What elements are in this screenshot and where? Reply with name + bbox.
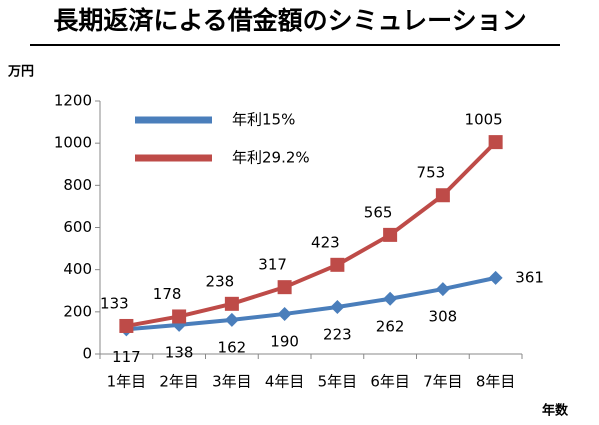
- point: [435, 282, 450, 297]
- x-tick-label: 8年目: [476, 373, 516, 391]
- x-tick-label: 6年目: [370, 373, 410, 391]
- point: [172, 309, 187, 324]
- x-axis-label: 年数: [542, 403, 569, 419]
- point: [488, 270, 503, 285]
- line: [126, 275, 497, 332]
- point: [383, 291, 398, 306]
- point: [383, 227, 398, 242]
- data-label: 138: [165, 343, 194, 361]
- data-label: 238: [206, 272, 235, 290]
- point: [119, 318, 134, 333]
- point: [330, 299, 345, 314]
- point: [435, 188, 450, 203]
- legend-label: 年利29.2%: [232, 149, 310, 167]
- point: [277, 280, 292, 295]
- x-tick-label: 5年目: [318, 373, 358, 391]
- y-tick-label: 600: [63, 218, 92, 236]
- y-tick-label: 0: [82, 345, 92, 363]
- point: [224, 312, 239, 327]
- x-tick-label: 4年目: [265, 373, 305, 391]
- y-axis-label: 万円: [7, 65, 34, 80]
- data-label: 423: [311, 233, 340, 251]
- data-label: 753: [417, 164, 446, 182]
- data-label: 308: [429, 308, 458, 326]
- data-label: 1005: [465, 111, 503, 129]
- data-label: 162: [218, 338, 247, 356]
- line: [126, 140, 498, 328]
- data-label: 262: [376, 317, 405, 335]
- data-label: 190: [270, 332, 299, 350]
- x-tick-label: 2年目: [159, 373, 199, 391]
- y-tick-label: 200: [63, 302, 92, 320]
- legend-label: 年利15%: [232, 111, 295, 129]
- data-label: 178: [153, 285, 182, 303]
- point: [224, 296, 239, 311]
- y-tick-label: 800: [63, 176, 92, 194]
- data-label: 133: [100, 294, 129, 312]
- data-label: 317: [258, 256, 287, 274]
- data-label: 117: [112, 348, 141, 366]
- data-label: 223: [323, 325, 352, 343]
- x-tick-label: 1年目: [107, 373, 147, 391]
- point: [277, 306, 292, 321]
- y-tick-label: 1000: [54, 134, 92, 152]
- point: [488, 135, 503, 150]
- data-label: 361: [515, 268, 544, 286]
- y-tick-label: 1200: [54, 92, 92, 110]
- chart-title: 長期返済による借金額のシミュレーション: [53, 6, 526, 35]
- point: [330, 257, 345, 272]
- data-label: 565: [364, 203, 393, 221]
- x-tick-label: 3年目: [212, 373, 252, 391]
- x-tick-label: 7年目: [423, 373, 463, 391]
- y-tick-label: 400: [63, 260, 92, 278]
